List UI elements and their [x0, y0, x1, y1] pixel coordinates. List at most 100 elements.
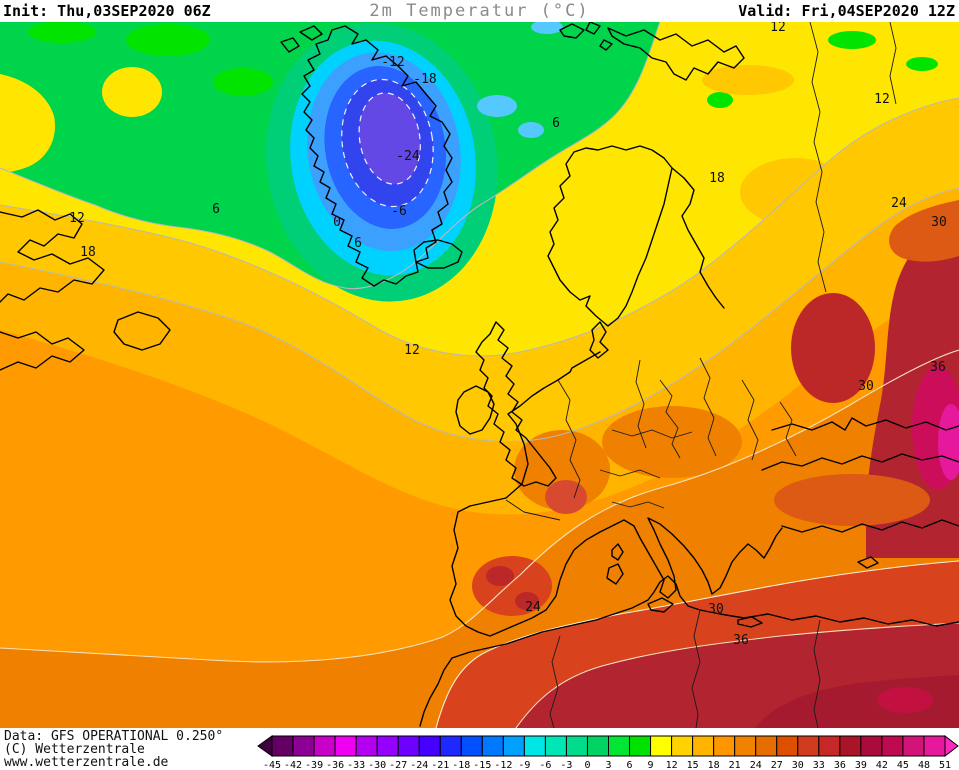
colorbar-tick: 42: [876, 760, 888, 770]
colorbar-segment: [313, 735, 336, 757]
contour-label: 6: [354, 236, 362, 251]
coast-denmark: [589, 321, 609, 359]
coast-svalbard-1: [559, 23, 585, 39]
field-yellow-spot: [102, 67, 162, 117]
contour-label: -24: [396, 149, 420, 164]
colorbar-tick: 33: [813, 760, 825, 770]
colorbar-tick: 30: [792, 760, 804, 770]
field-iberia-dark-spot-1: [486, 566, 514, 586]
coast-corsica: [611, 543, 624, 561]
contour-label: 24: [891, 196, 907, 211]
colorbar-tick: -6: [539, 760, 551, 770]
border-central-5: [611, 429, 693, 439]
colorbar-segment: [923, 735, 946, 757]
colorbar-segment: [355, 735, 378, 757]
colorbar-segment: [692, 735, 715, 757]
colorbar-segment: [292, 735, 315, 757]
contour-label: -12: [381, 55, 404, 70]
copyright-label: (C) Wetterzentrale: [4, 742, 145, 757]
colorbar-tick: 15: [687, 760, 699, 770]
border-africa-3: [813, 619, 821, 728]
colorbar-segment: [481, 735, 504, 757]
colorbar-segment: [439, 735, 462, 757]
border-africa-1: [549, 635, 561, 728]
colorbar-segment: [650, 735, 673, 757]
colorbar-tick: 39: [855, 760, 867, 770]
colorbar-segment: [565, 735, 588, 757]
coast-greenland: [301, 25, 453, 287]
colorbar-segment: [502, 735, 525, 757]
colorbar-segment: [523, 735, 546, 757]
coast-continental-europe: [449, 351, 783, 637]
contour-label: 12: [770, 22, 786, 35]
colorbar-segment: [376, 735, 399, 757]
border-central-3: [741, 379, 759, 461]
data-source-label: Data: GFS OPERATIONAL 0.250°: [4, 729, 224, 744]
footer-credits: Data: GFS OPERATIONAL 0.250° (C) Wetterz…: [4, 730, 223, 769]
map-title: 2m Temperatur (°C): [369, 1, 590, 21]
field-mideast-magenta-core: [938, 404, 959, 480]
colorbar-tick: 51: [939, 760, 951, 770]
contour-label: -18: [413, 72, 436, 87]
contour-label: 24: [525, 600, 541, 615]
colorbar-tick: 18: [708, 760, 720, 770]
contour-label: 36: [930, 360, 946, 375]
coast-north-africa: [451, 575, 959, 659]
valid-time-label: Valid: Fri,04SEP2020 12Z: [738, 2, 955, 20]
colorbar-segment: [629, 735, 652, 757]
colorbar-tick: -36: [326, 760, 344, 770]
border-pyrenees: [505, 499, 561, 521]
coast-cyprus: [857, 556, 879, 569]
border-central-4: [779, 401, 797, 457]
footer: Data: GFS OPERATIONAL 0.250° (C) Wetterz…: [0, 728, 959, 770]
coast-arctic-island-1: [299, 25, 323, 41]
colorbar-tick: 45: [897, 760, 909, 770]
isolines: [0, 22, 959, 728]
field-cyan-patch-2: [518, 122, 544, 138]
colorbar-segment: [755, 735, 778, 757]
contour-label: 12: [874, 92, 890, 107]
coast-canada-south: [0, 331, 85, 371]
contour-label: 12: [69, 211, 85, 226]
colorbar-segment: [902, 735, 925, 757]
colorbar-tick: -45: [263, 760, 281, 770]
init-time-label: Init: Thu,03SEP2020 06Z: [3, 2, 211, 20]
field-bright-green-6: [906, 57, 938, 71]
field-central-europe-warm-patch: [602, 406, 742, 478]
contour-label: 6: [212, 202, 220, 217]
coast-turkey-south: [781, 519, 959, 533]
colorbar-segment: [586, 735, 609, 757]
colorbar-segment: [397, 735, 420, 757]
colorbar-segment: [334, 735, 357, 757]
colorbar-tick: 27: [771, 760, 783, 770]
temperature-colorbar: -45 -42 -39 -36 -33 -30 -27 -24 -21 -18 -15 -12 -9 -6…: [257, 734, 959, 770]
colorbar-tick: -3: [560, 760, 572, 770]
contour-label: 0: [333, 215, 341, 230]
field-ne-corner-red-patch: [889, 200, 959, 262]
field-bright-green-4: [707, 92, 733, 108]
cold-core-violet: [358, 92, 421, 185]
colorbar-right-arrow: [944, 734, 959, 758]
colorbar-tick: -33: [347, 760, 365, 770]
colorbar-segment: [271, 735, 294, 757]
country-borders: [505, 22, 897, 728]
coast-newfoundland: [113, 311, 171, 351]
coast-white-sea: [607, 27, 745, 81]
field-bright-green-5: [828, 31, 876, 49]
contour-label: -6: [391, 204, 407, 219]
colorbar-tick: -42: [284, 760, 302, 770]
field-libya-crimson-patch: [877, 687, 933, 713]
colorbar-tick: 6: [627, 760, 633, 770]
field-bright-green-3: [28, 22, 96, 43]
colorbar-tick: 0: [584, 760, 590, 770]
colorbar-tick: -9: [518, 760, 530, 770]
coast-great-britain: [475, 321, 557, 487]
colorbar-segment: [839, 735, 862, 757]
border-central-1: [659, 379, 681, 459]
isoline-24: [0, 349, 959, 663]
field-iberia-dark-spot-2: [515, 592, 539, 610]
contour-label: 12: [404, 343, 420, 358]
colorbar-segment: [818, 735, 841, 757]
